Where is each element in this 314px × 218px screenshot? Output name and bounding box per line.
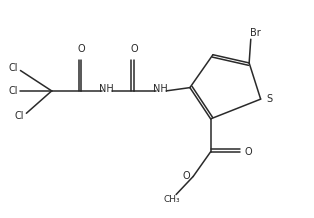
Text: S: S bbox=[267, 94, 273, 104]
Text: O: O bbox=[130, 44, 138, 54]
Text: NH: NH bbox=[153, 83, 168, 94]
Text: Cl: Cl bbox=[8, 86, 18, 96]
Text: O: O bbox=[182, 172, 190, 181]
Text: Br: Br bbox=[250, 28, 261, 38]
Text: O: O bbox=[78, 44, 85, 54]
Text: O: O bbox=[245, 147, 252, 157]
Text: Cl: Cl bbox=[8, 63, 18, 73]
Text: Cl: Cl bbox=[15, 111, 24, 121]
Text: CH₃: CH₃ bbox=[164, 195, 180, 204]
Text: NH: NH bbox=[99, 83, 113, 94]
